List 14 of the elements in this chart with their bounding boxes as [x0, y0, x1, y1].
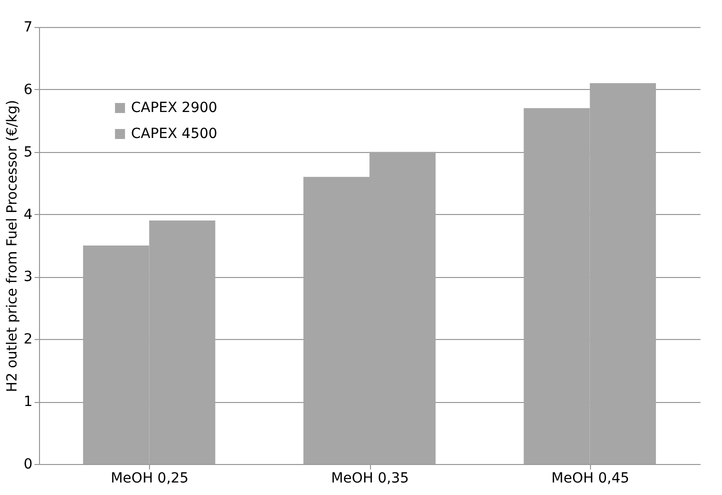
y-tick-label: 1	[24, 394, 32, 410]
legend-label: CAPEX 2900	[131, 100, 218, 116]
x-tick-label: MeOH 0,35	[331, 470, 409, 486]
y-tick-label: 6	[24, 82, 33, 98]
y-tick-label: 2	[24, 332, 32, 348]
y-tick-label: 5	[24, 144, 32, 160]
x-tick-label: MeOH 0,25	[110, 470, 189, 486]
y-axis-title: H2 outlet price from Fuel Processor (€/kg)	[4, 100, 21, 392]
legend-label: CAPEX 4500	[131, 126, 218, 142]
y-tick-label: 7	[24, 20, 32, 36]
y-tick-label: 3	[24, 269, 32, 286]
y-tick-label: 0	[24, 456, 32, 472]
y-tick-label: 4	[24, 206, 33, 223]
x-tick-label: MeOH 0,45	[551, 470, 630, 486]
